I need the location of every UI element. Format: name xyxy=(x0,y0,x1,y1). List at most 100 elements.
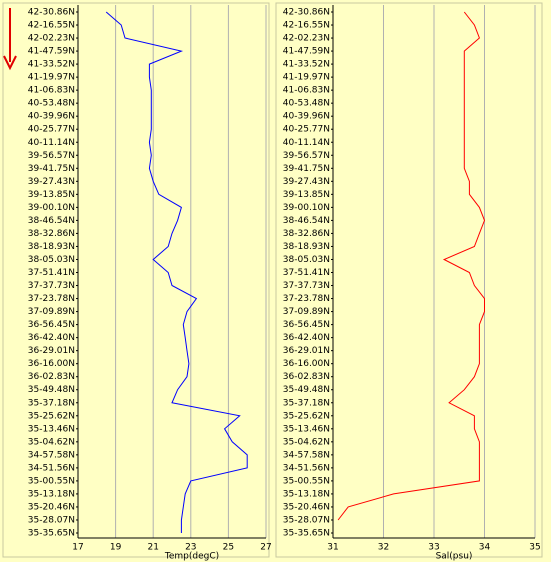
y-tick-label: 36-29.01N xyxy=(28,346,75,356)
y-tick-label: 40-25.77N xyxy=(28,125,75,135)
y-tick-label: 35-49.48N xyxy=(28,385,75,395)
x-tick-label: 21 xyxy=(147,543,158,553)
y-tick-label: 35-35.65N xyxy=(283,529,330,539)
y-tick-label: 38-46.54N xyxy=(283,216,330,226)
y-tick-label: 38-18.93N xyxy=(28,242,75,252)
x-tick-label: 25 xyxy=(223,543,234,553)
y-tick-label: 39-13.85N xyxy=(28,190,75,200)
y-tick-label: 42-16.55N xyxy=(28,21,75,31)
y-tick-label: 37-37.73N xyxy=(28,281,75,291)
y-tick-label: 36-42.40N xyxy=(283,333,330,343)
y-tick-label: 36-16.00N xyxy=(283,359,330,369)
x-tick-label: 34 xyxy=(479,543,491,553)
x-tick-label: 31 xyxy=(327,543,338,553)
panel-frame xyxy=(2,2,270,558)
y-tick-label: 41-33.52N xyxy=(283,60,330,70)
x-axis-label: Sal(psu) xyxy=(436,552,473,562)
direction-arrowhead xyxy=(3,55,17,71)
y-tick-label: 38-05.03N xyxy=(28,255,75,265)
y-tick-label: 40-53.48N xyxy=(28,99,75,109)
y-tick-label: 37-23.78N xyxy=(28,294,75,304)
y-tick-label: 35-00.55N xyxy=(28,476,75,486)
y-tick-label: 42-30.86N xyxy=(28,8,75,18)
y-tick-label: 39-00.10N xyxy=(28,203,75,213)
y-tick-label: 41-47.59N xyxy=(28,47,75,57)
y-tick-label: 35-13.46N xyxy=(283,424,330,434)
y-tick-label: 37-51.41N xyxy=(283,268,330,278)
y-tick-label: 40-53.48N xyxy=(283,99,330,109)
data-line xyxy=(337,11,486,521)
y-tick-label: 40-39.96N xyxy=(28,112,75,122)
y-tick-label: 41-47.59N xyxy=(283,47,330,57)
y-tick-label: 35-37.18N xyxy=(283,398,330,408)
y-tick-label: 36-56.45N xyxy=(283,320,330,330)
y-tick-label: 35-13.18N xyxy=(28,489,75,499)
y-tick-label: 36-56.45N xyxy=(28,320,75,330)
y-tick-label: 35-00.55N xyxy=(283,476,330,486)
y-tick-label: 42-02.23N xyxy=(283,34,330,44)
y-tick-label: 42-30.86N xyxy=(283,8,330,18)
y-tick-label: 41-06.83N xyxy=(283,86,330,96)
y-tick-label: 40-39.96N xyxy=(283,112,330,122)
y-tick-label: 39-13.85N xyxy=(283,190,330,200)
x-tick-label: 19 xyxy=(110,543,122,553)
y-tick-label: 35-25.62N xyxy=(283,411,330,421)
y-tick-label: 38-18.93N xyxy=(283,242,330,252)
y-tick-label: 41-19.97N xyxy=(283,73,330,83)
y-tick-label: 38-05.03N xyxy=(283,255,330,265)
y-tick-label: 35-28.07N xyxy=(283,515,330,525)
x-tick-label: 33 xyxy=(428,543,439,553)
y-tick-label: 35-20.46N xyxy=(283,502,330,512)
y-tick-label: 35-04.62N xyxy=(283,437,330,447)
y-tick-label: 37-09.89N xyxy=(28,307,75,317)
y-tick-label: 34-57.58N xyxy=(283,450,330,460)
y-tick-label: 39-00.10N xyxy=(283,203,330,213)
y-tick-label: 38-32.86N xyxy=(283,229,330,239)
x-tick-label: 23 xyxy=(185,543,196,553)
y-tick-label: 41-19.97N xyxy=(28,73,75,83)
y-tick-label: 37-09.89N xyxy=(283,307,330,317)
x-tick-label: 35 xyxy=(529,543,540,553)
x-tick-label: 27 xyxy=(260,543,271,553)
y-tick-label: 34-57.58N xyxy=(28,450,75,460)
data-line xyxy=(105,11,248,533)
y-tick-label: 39-27.43N xyxy=(28,177,75,187)
y-tick-label: 39-27.43N xyxy=(283,177,330,187)
y-tick-label: 40-25.77N xyxy=(283,125,330,135)
y-tick-label: 42-02.23N xyxy=(28,34,75,44)
y-tick-label: 36-02.83N xyxy=(283,372,330,382)
y-tick-label: 41-06.83N xyxy=(28,86,75,96)
y-tick-label: 39-41.75N xyxy=(28,164,75,174)
y-tick-label: 35-28.07N xyxy=(28,515,75,525)
y-tick-label: 41-33.52N xyxy=(28,60,75,70)
y-tick-label: 34-51.56N xyxy=(283,463,330,473)
y-tick-label: 40-11.14N xyxy=(283,138,330,148)
y-tick-label: 35-37.18N xyxy=(28,398,75,408)
y-tick-label: 35-20.46N xyxy=(28,502,75,512)
x-tick-label: 17 xyxy=(72,543,83,553)
x-axis-label: Temp(degC) xyxy=(164,552,219,562)
y-tick-label: 35-49.48N xyxy=(283,385,330,395)
y-tick-label: 36-29.01N xyxy=(283,346,330,356)
y-tick-label: 34-51.56N xyxy=(28,463,75,473)
y-tick-label: 40-11.14N xyxy=(28,138,75,148)
y-tick-label: 36-42.40N xyxy=(28,333,75,343)
y-tick-label: 35-13.46N xyxy=(28,424,75,434)
y-tick-label: 39-41.75N xyxy=(283,164,330,174)
x-tick-label: 32 xyxy=(378,543,389,553)
y-tick-label: 37-51.41N xyxy=(28,268,75,278)
y-tick-label: 36-02.83N xyxy=(28,372,75,382)
y-tick-label: 35-25.62N xyxy=(28,411,75,421)
y-tick-label: 35-13.18N xyxy=(283,489,330,499)
y-tick-label: 39-56.57N xyxy=(283,151,330,161)
y-tick-label: 37-23.78N xyxy=(283,294,330,304)
y-tick-label: 36-16.00N xyxy=(28,359,75,369)
panel-frame xyxy=(275,2,543,558)
y-tick-label: 42-16.55N xyxy=(283,21,330,31)
y-tick-label: 35-04.62N xyxy=(28,437,75,447)
y-tick-label: 38-46.54N xyxy=(28,216,75,226)
y-tick-label: 37-37.73N xyxy=(283,281,330,291)
y-tick-label: 39-56.57N xyxy=(28,151,75,161)
